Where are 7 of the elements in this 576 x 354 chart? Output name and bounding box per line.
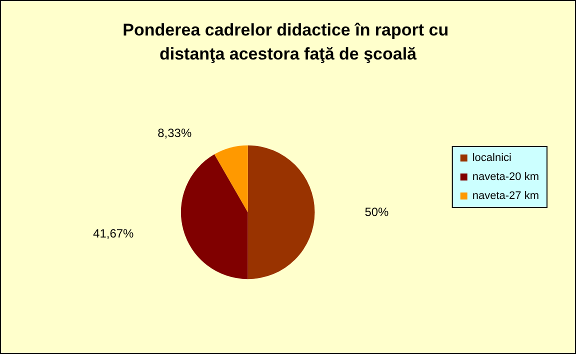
legend-label: localnici (472, 152, 512, 164)
data-label: 50% (364, 205, 390, 220)
data-label: 41,67% (93, 226, 134, 240)
data-label: 8,33% (158, 126, 192, 140)
chart-title: Ponderea cadrelor didactice în raport cu distanţa acestora faţă de şcoală (122, 20, 454, 64)
legend-label: naveta-27 km (472, 190, 540, 202)
legend-label: naveta-20 km (472, 171, 540, 183)
